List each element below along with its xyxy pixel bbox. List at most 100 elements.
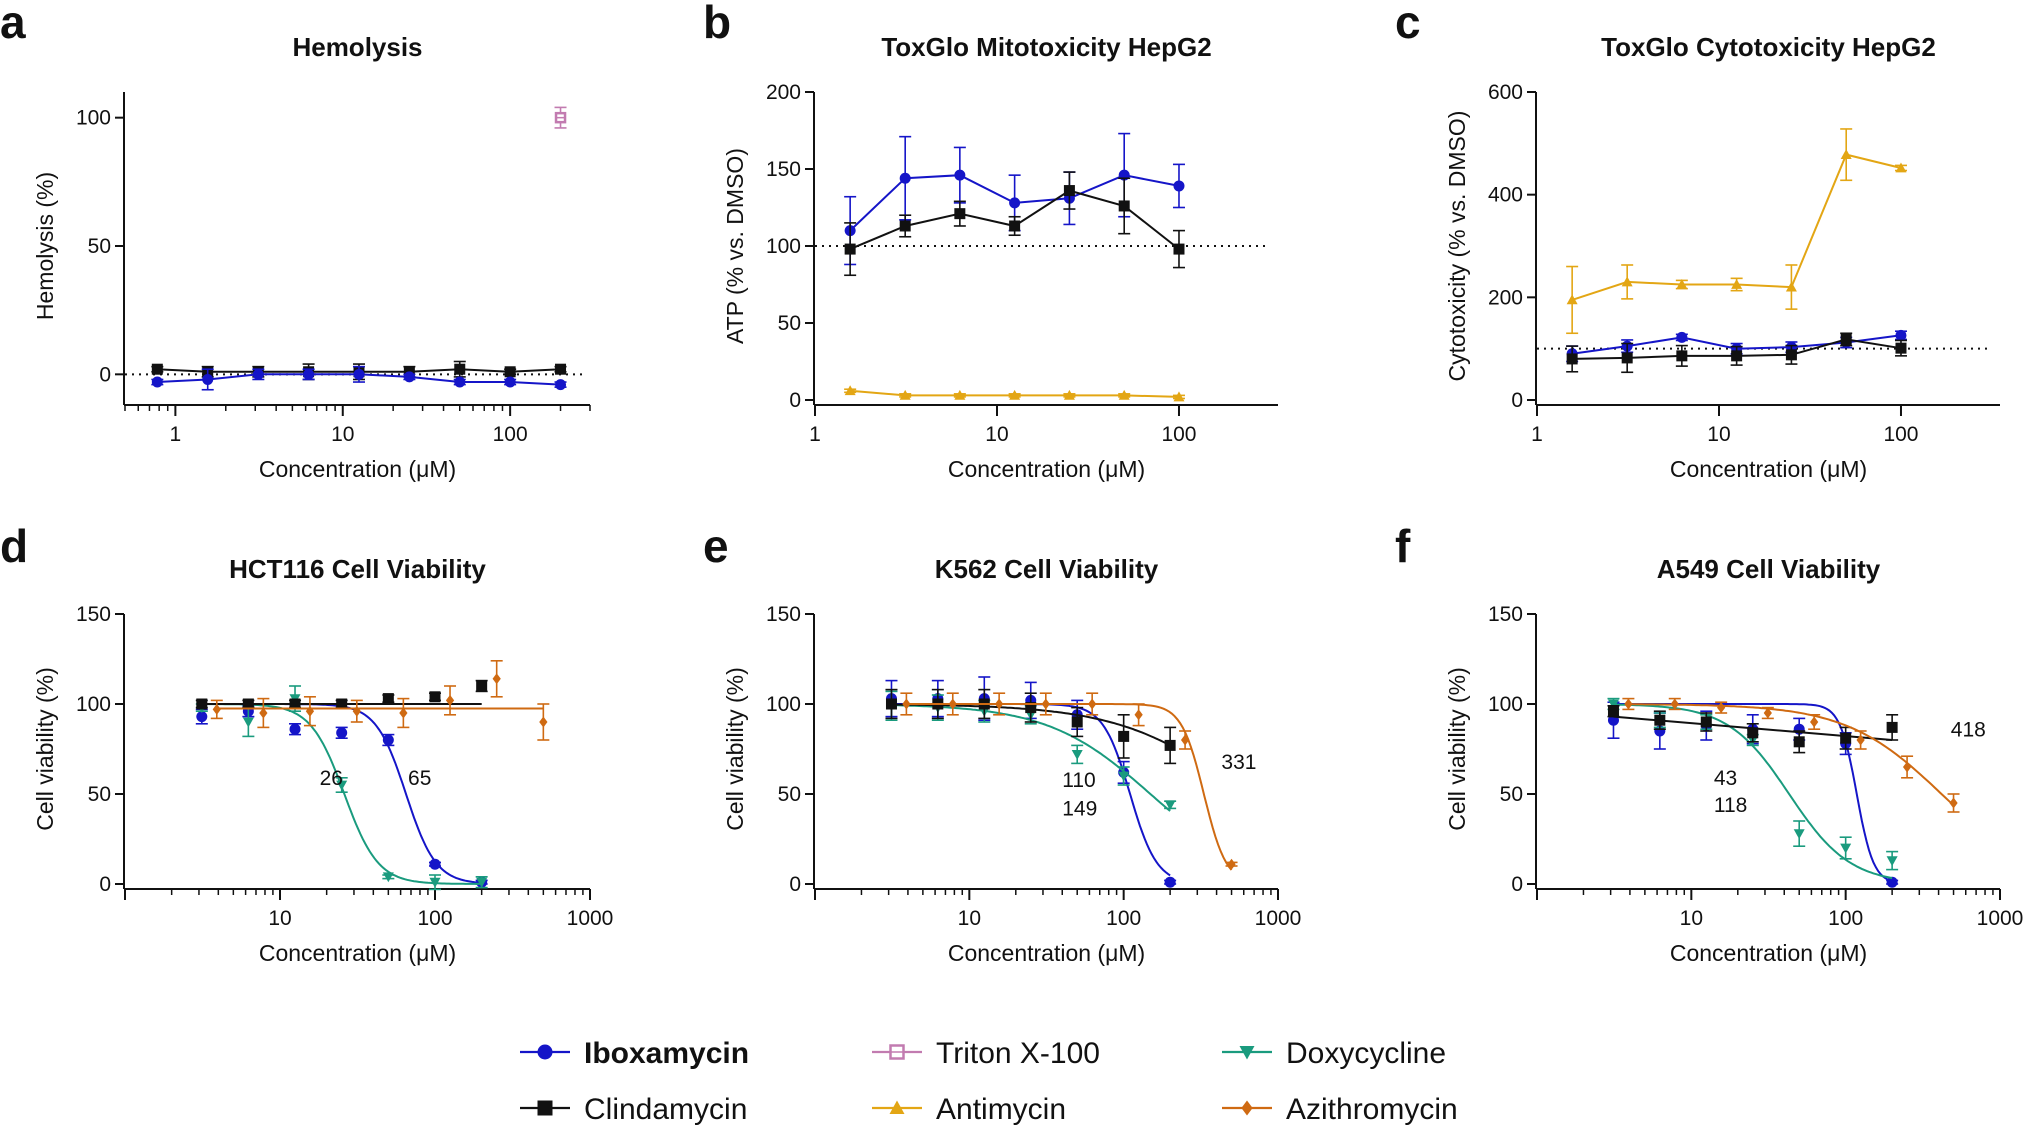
data-point — [196, 698, 208, 710]
data-point — [1607, 699, 1619, 710]
y-tick-label: 100 — [76, 107, 111, 130]
y-tick-label: 0 — [1511, 389, 1523, 412]
legend-marker — [537, 1044, 553, 1060]
data-point — [1071, 750, 1083, 760]
data-point — [289, 698, 301, 710]
data-point — [954, 169, 966, 181]
series-clindamycin — [195, 679, 488, 710]
panel-d: d HCT116 Cell Viability 0 50 100 150 10 100 1000… — [0, 520, 613, 966]
ic50-label: 149 — [1062, 798, 1097, 821]
data-point — [1747, 727, 1759, 739]
data-point — [289, 723, 301, 735]
x-tick-label: 100 — [493, 423, 528, 446]
series-clindamycin — [844, 171, 1185, 277]
legend-item-doxycycline: Doxycycline — [1222, 1037, 1446, 1070]
data-point — [1856, 734, 1865, 746]
x-tick-label: 1000 — [1977, 907, 2024, 930]
legend-marker — [1241, 1100, 1253, 1116]
panel-f: f A549 Cell Viability 0 50 100 150 10 100 1000 Co… — [1395, 520, 2023, 966]
data-point — [555, 363, 567, 375]
y-axis-label: Cell viability (%) — [1444, 667, 1470, 831]
y-tick-label: 150 — [766, 158, 801, 181]
data-point — [353, 368, 365, 380]
x-tick-label: 100 — [417, 907, 452, 930]
data-point — [252, 368, 264, 380]
x-axis-label: Concentration (μM) — [948, 940, 1145, 966]
data-point — [555, 379, 567, 391]
data-point — [336, 727, 348, 739]
data-point — [1071, 716, 1083, 728]
y-tick-label: 50 — [88, 783, 111, 806]
fit-curve — [891, 703, 1171, 877]
y-tick-label: 600 — [1488, 81, 1523, 104]
y-axis-label: Cell viability (%) — [32, 667, 58, 831]
y-tick-label: 200 — [1488, 286, 1523, 309]
data-point — [429, 858, 441, 870]
panel-title: ToxGlo Cytotoxicity HepG2 — [1601, 32, 1936, 62]
data-point — [1063, 185, 1075, 197]
legend-marker — [537, 1100, 553, 1116]
panel-title: K562 Cell Viability — [935, 554, 1159, 584]
data-point — [1173, 180, 1185, 192]
data-point — [1621, 352, 1633, 364]
data-point — [1180, 734, 1190, 746]
x-axis-label: Concentration (μM) — [1670, 456, 1867, 482]
x-tick-label: 100 — [1106, 907, 1141, 930]
y-tick-label: 400 — [1488, 184, 1523, 207]
panel-letter: d — [0, 520, 28, 572]
data-point — [1810, 716, 1819, 728]
panel-letter: e — [703, 520, 729, 572]
ic50-label: 118 — [1714, 794, 1747, 817]
data-point — [1676, 331, 1688, 343]
data-point — [382, 872, 394, 883]
data-point — [1624, 698, 1633, 710]
data-point — [352, 705, 361, 717]
legend-item-azithromycin: Azithromycin — [1222, 1093, 1458, 1126]
panel-letter: a — [0, 0, 26, 48]
data-point — [1173, 243, 1185, 255]
x-axis-label: Concentration (μM) — [259, 940, 456, 966]
data-point — [1895, 342, 1907, 354]
y-tick-label: 100 — [766, 235, 801, 258]
data-point — [1173, 391, 1185, 402]
legend-label: Clindamycin — [584, 1093, 747, 1126]
data-point — [429, 877, 441, 888]
data-point — [1041, 698, 1050, 710]
data-point — [1164, 876, 1176, 888]
data-point — [954, 389, 966, 400]
series-antimycin — [844, 385, 1185, 402]
x-tick-label: 100 — [1161, 423, 1196, 446]
panel-letter: f — [1395, 520, 1411, 572]
data-point — [1886, 856, 1898, 867]
series-clindamycin — [1607, 704, 1899, 754]
x-tick-label: 1 — [170, 423, 182, 446]
panel-e: e K562 Cell Viability 0 50 100 150 10 100 1000 Co… — [703, 520, 1301, 966]
data-point — [1009, 220, 1021, 232]
ic50-label: 331 — [1221, 751, 1256, 774]
panel-title: ToxGlo Mitotoxicity HepG2 — [881, 32, 1211, 62]
data-point — [902, 698, 911, 710]
data-point — [1654, 714, 1666, 726]
data-point — [454, 363, 466, 375]
data-point — [995, 698, 1004, 710]
data-point — [504, 376, 516, 388]
y-axis-label: Cytotoxicity (% vs. DMSO) — [1444, 111, 1470, 382]
y-tick-label: 50 — [778, 783, 801, 806]
data-point — [1134, 709, 1143, 721]
fit-curve — [1628, 703, 1955, 806]
y-tick-label: 200 — [766, 81, 801, 104]
x-tick-label: 1000 — [1255, 907, 1302, 930]
x-tick-label: 10 — [958, 907, 981, 930]
data-point — [382, 734, 394, 746]
ic50-label: 418 — [1951, 718, 1986, 741]
data-point — [1676, 279, 1688, 289]
series-clindamycin — [885, 688, 1177, 765]
y-tick-label: 0 — [99, 873, 111, 896]
x-tick-label: 10 — [268, 907, 291, 930]
legend-marker — [1239, 1046, 1255, 1060]
y-tick-label: 100 — [766, 693, 801, 716]
panel-letter: c — [1395, 0, 1421, 48]
data-point — [1063, 389, 1075, 400]
data-point — [305, 705, 315, 717]
y-tick-label: 50 — [1500, 783, 1523, 806]
